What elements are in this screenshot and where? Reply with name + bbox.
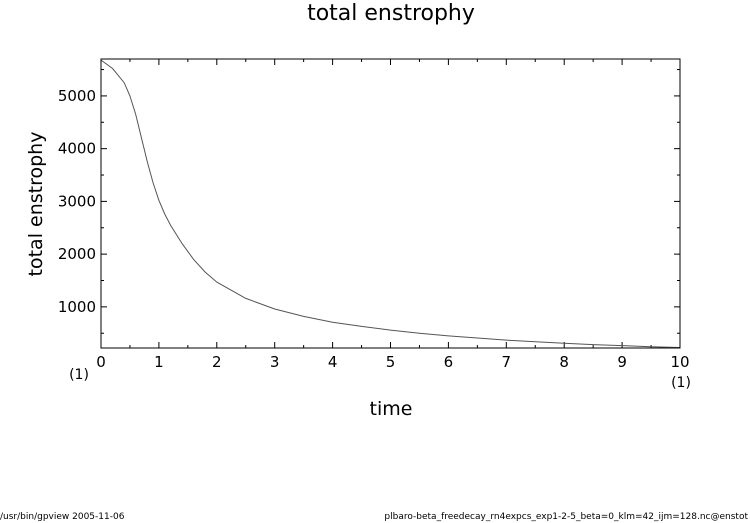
series-line [100,59,681,348]
x-tick-label: 4 [328,353,338,371]
x-tick-label: 7 [502,353,512,371]
x-tick-label: 10 [670,353,689,371]
plot-frame [100,58,681,349]
axis-ticks: 0 1 2 3 4 5 6 7 8 9 10 1000 2000 3000 4000 5000 [58,59,690,371]
x-tick-label: 9 [617,353,627,371]
y-tick-label: 1000 [58,298,96,316]
footer-program-info: /usr/bin/gpview 2005-11-06 [0,512,125,522]
y-tick-label: 4000 [58,140,96,158]
y-tick-label: 3000 [58,192,96,210]
footer-source-file: plbaro-beta_freedecay_rn4expcs_exp1-2-5_… [384,512,748,522]
x-axis-title: time [370,398,413,420]
x-tick-label: 3 [270,353,280,371]
y-axis-title: total enstrophy [25,132,47,277]
x-tick-label: 1 [154,353,164,371]
x-tick-label: 6 [444,353,454,371]
x-tick-label: 2 [212,353,222,371]
x-tick-label: 5 [386,353,396,371]
chart-title: total enstrophy [307,1,475,26]
x-tick-label: 8 [559,353,569,371]
y-tick-label: 5000 [58,87,96,105]
x-tick-label: 0 [96,353,106,371]
x-unit-label-right: (1) [671,375,691,391]
x-unit-label-left: (1) [69,367,89,383]
y-tick-label: 2000 [58,245,96,263]
